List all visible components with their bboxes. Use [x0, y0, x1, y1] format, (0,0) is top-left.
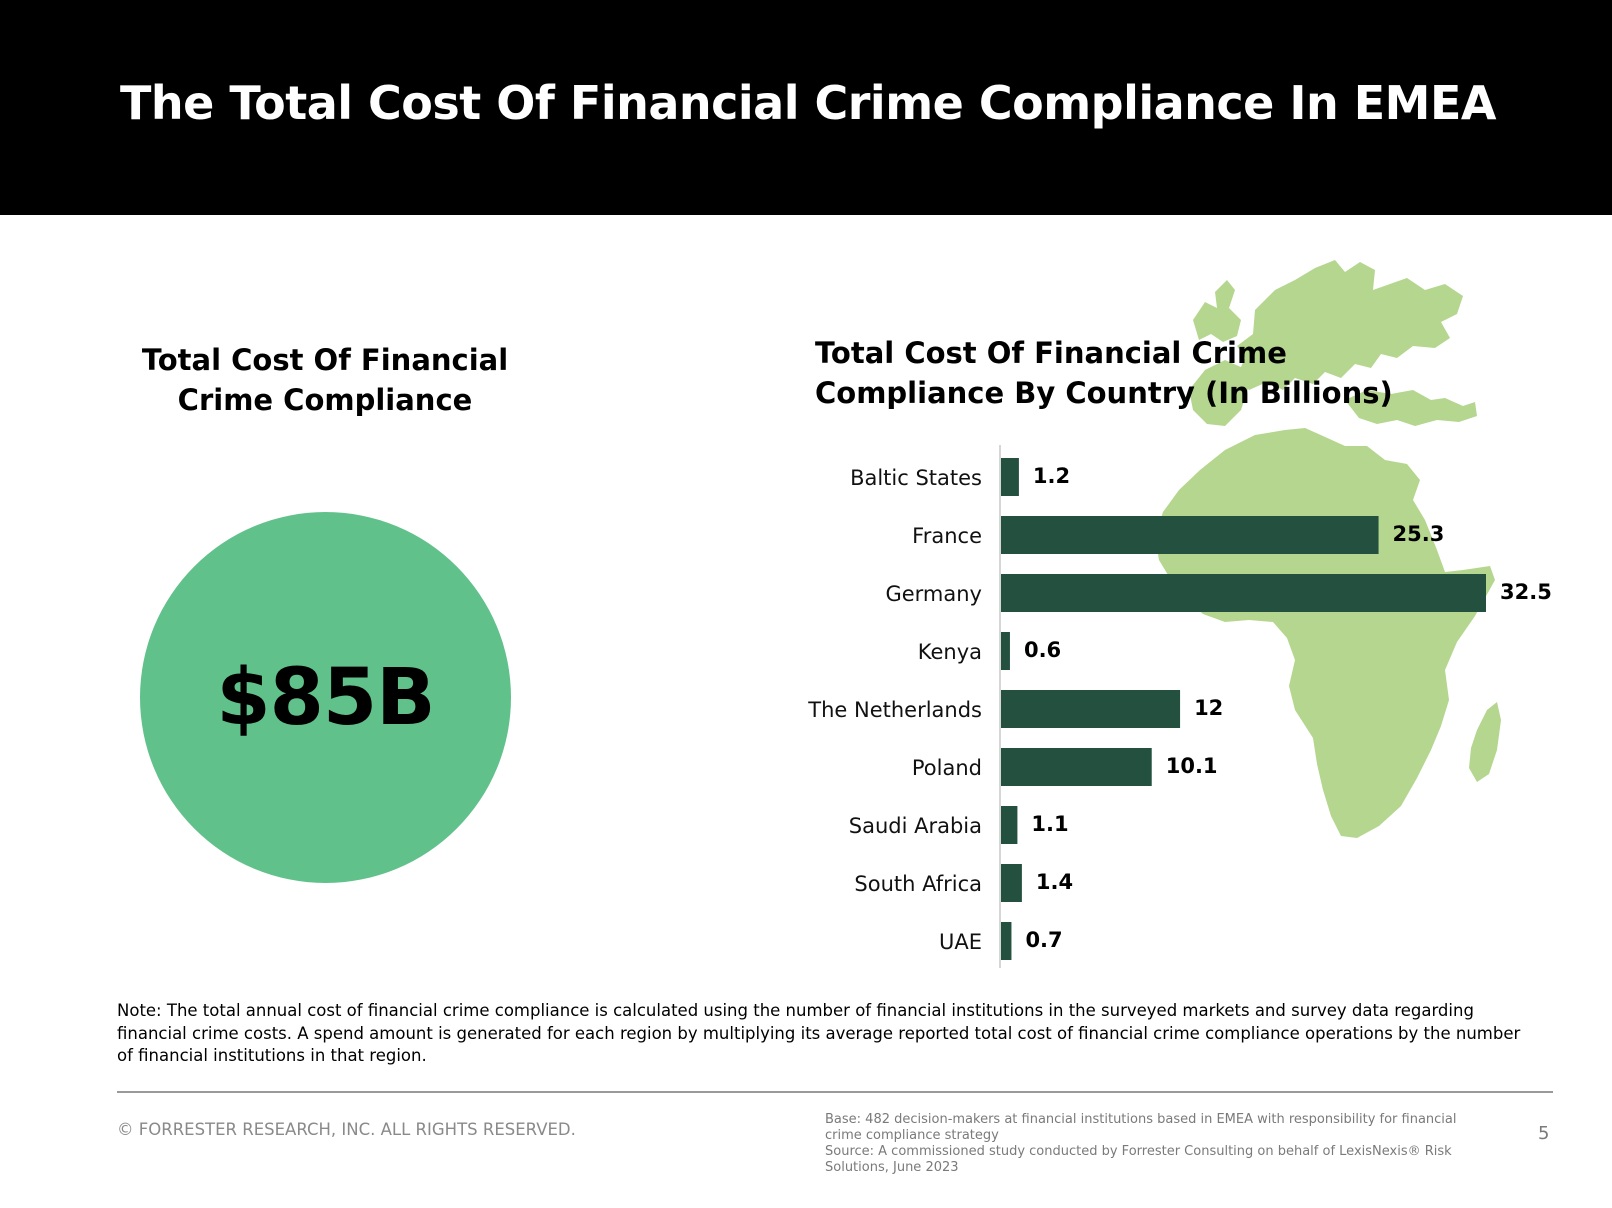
value-label: 12 — [1194, 696, 1223, 720]
category-label: UAE — [939, 930, 982, 954]
europe-shape — [1189, 260, 1477, 426]
bar-chart-content: Baltic States 1.2 France 25.3 Germany 32.5 Ken… — [807, 445, 1552, 968]
bar — [1001, 748, 1152, 786]
value-label: 1.1 — [1031, 812, 1068, 836]
value-label: 0.7 — [1025, 928, 1062, 952]
header-bar: The Total Cost Of Financial Crime Compli… — [0, 0, 1612, 215]
value-label: 1.2 — [1033, 464, 1070, 488]
value-label: 1.4 — [1036, 870, 1073, 894]
base-source-block: Base: 482 decision-makers at financial i… — [825, 1112, 1485, 1176]
value-label: 32.5 — [1500, 580, 1552, 604]
chart-title-line2: Compliance By Country (In Billions) — [815, 376, 1393, 410]
bar — [1001, 574, 1486, 612]
base-text: Base: 482 decision-makers at financial i… — [825, 1112, 1457, 1143]
category-label: The Netherlands — [807, 698, 982, 722]
value-label: 25.3 — [1393, 522, 1445, 546]
bar — [1001, 690, 1181, 728]
chart-title: Total Cost Of Financial Crime Compliance… — [815, 333, 1393, 413]
footer-divider — [117, 1091, 1553, 1093]
methodology-note: Note: The total annual cost of financial… — [117, 1001, 1521, 1065]
category-label: South Africa — [854, 872, 982, 896]
bar — [1001, 922, 1012, 960]
category-label: Baltic States — [850, 466, 982, 490]
category-label: Kenya — [918, 640, 982, 664]
bar — [1001, 806, 1018, 844]
bar — [1001, 864, 1022, 902]
category-label: Poland — [912, 756, 982, 780]
category-label: Saudi Arabia — [849, 814, 982, 838]
category-label: France — [912, 524, 982, 548]
total-cost-title-line1: Total Cost Of Financial — [141, 343, 509, 377]
bar — [1001, 458, 1019, 496]
bar — [1001, 516, 1379, 554]
total-cost-circle: $85B — [140, 512, 511, 883]
total-cost-title: Total Cost Of Financial Crime Compliance — [130, 340, 520, 420]
chart-title-line1: Total Cost Of Financial Crime — [815, 336, 1287, 370]
category-label: Germany — [885, 582, 982, 606]
page-number: 5 — [1538, 1123, 1550, 1144]
source-text: Source: A commissioned study conducted b… — [825, 1144, 1452, 1175]
page-title: The Total Cost Of Financial Crime Compli… — [120, 76, 1496, 130]
copyright-text: © FORRESTER RESEARCH, INC. ALL RIGHTS RE… — [117, 1120, 576, 1139]
value-label: 0.6 — [1024, 638, 1061, 662]
total-cost-value: $85B — [216, 652, 435, 743]
bar-chart: Baltic States 1.2 France 25.3 Germany 32.5 Ken… — [807, 445, 1552, 968]
bar — [1001, 632, 1010, 670]
total-cost-title-line2: Crime Compliance — [177, 383, 473, 417]
value-label: 10.1 — [1166, 754, 1218, 778]
